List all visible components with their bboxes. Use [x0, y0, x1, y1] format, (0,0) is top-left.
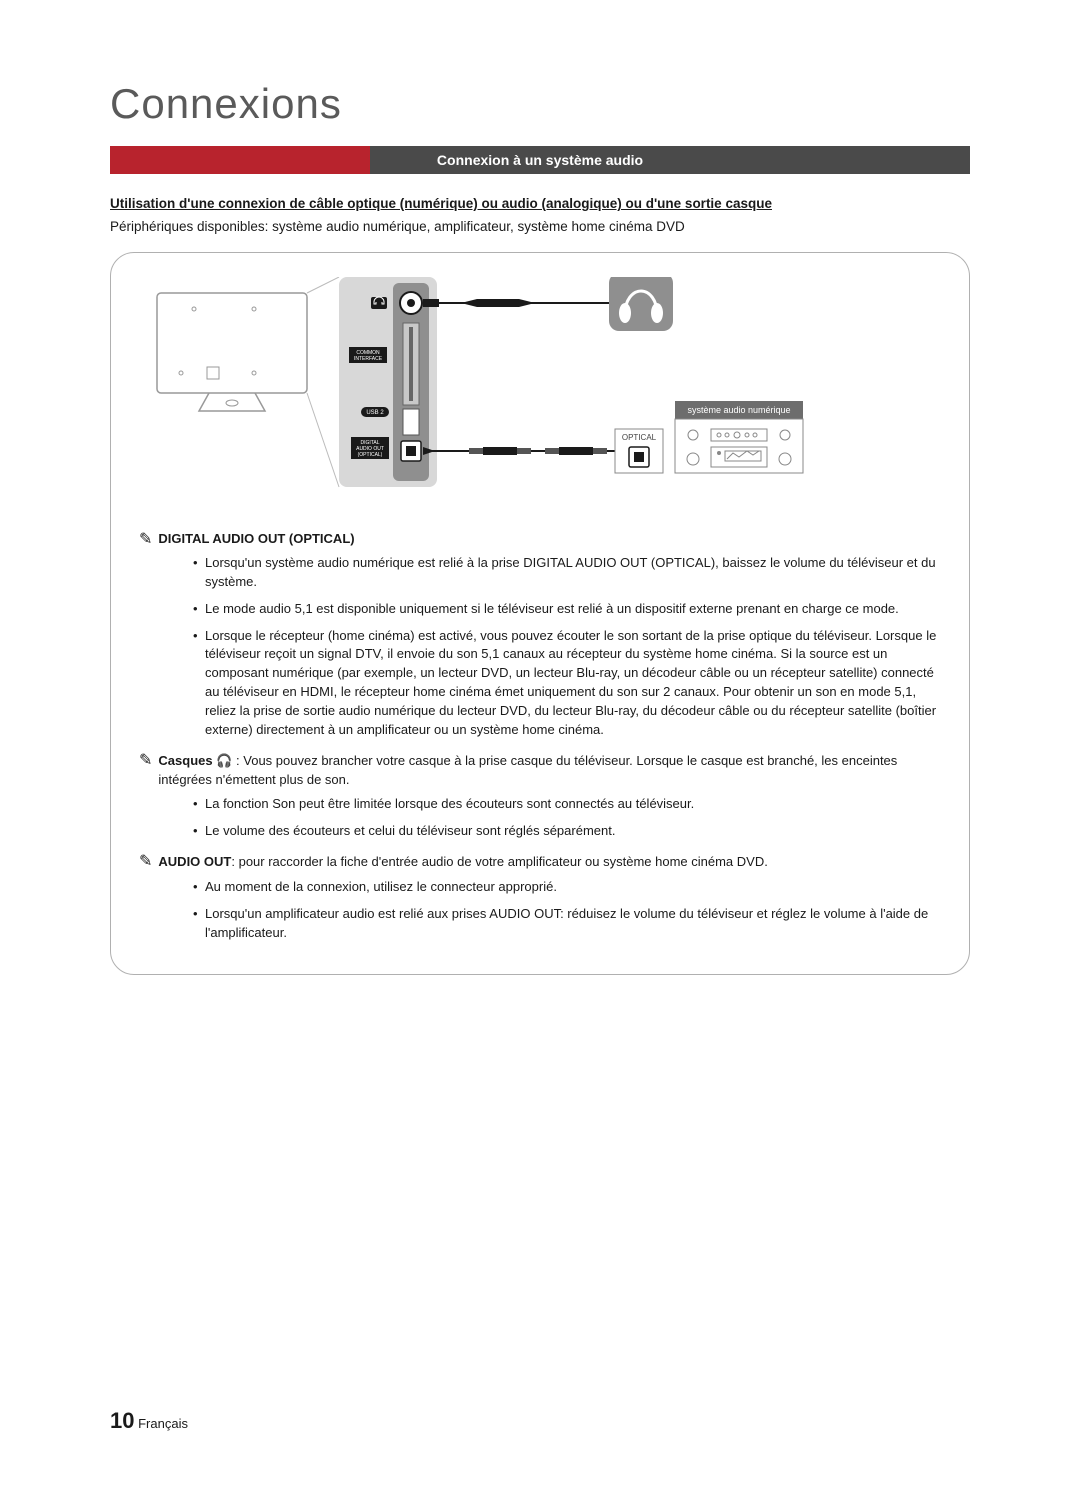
note-icon: ✎ [139, 532, 152, 548]
section-header-bar: Connexion à un système audio [110, 146, 970, 174]
bullet: Le mode audio 5,1 est disponible uniquem… [193, 600, 941, 619]
page-title: Connexions [110, 80, 970, 128]
amp-optical-port: OPTICAL [615, 429, 663, 473]
tv-icon [157, 293, 307, 411]
note-digital-title: DIGITAL AUDIO OUT (OPTICAL) [158, 531, 354, 546]
casques-label: Casques [158, 753, 212, 768]
headphones-icon [609, 277, 673, 331]
note-audio-out: ✎ AUDIO OUT: pour raccorder la fiche d'e… [139, 853, 941, 942]
note-digital-audio-out: ✎ DIGITAL AUDIO OUT (OPTICAL) Lorsqu'un … [139, 531, 941, 740]
bullet: Le volume des écouteurs et celui du télé… [193, 822, 941, 841]
headphone-icon: 🎧 [216, 753, 232, 768]
page-footer: 10 Français [110, 1408, 188, 1434]
casques-body: : Vous pouvez brancher votre casque à la… [158, 753, 897, 787]
digital-audio-system: système audio numérique [675, 401, 803, 473]
optical-port-label: OPTICAL [622, 433, 657, 442]
bullet: Lorsqu'un amplificateur audio est relié … [193, 905, 941, 943]
optical-cable [423, 447, 617, 455]
note-icon: ✎ [139, 753, 152, 769]
bullet: Lorsque le récepteur (home cinéma) est a… [193, 627, 941, 740]
svg-text:INTERFACE: INTERFACE [354, 356, 383, 362]
audio-out-body: : pour raccorder la fiche d'entrée audio… [231, 854, 767, 869]
page-language: Français [138, 1416, 188, 1431]
note-casques: ✎ Casques 🎧 : Vous pouvez brancher votre… [139, 752, 941, 842]
section-header-text: Connexion à un système audio [110, 146, 970, 174]
page-number: 10 [110, 1408, 134, 1433]
audio-out-label: AUDIO OUT [158, 854, 231, 869]
tv-port-panel: COMMON INTERFACE USB 2 DIGITAL AUDIO OUT… [339, 277, 437, 487]
svg-text:(OPTICAL): (OPTICAL) [358, 452, 383, 458]
usb-label: USB 2 [366, 410, 384, 416]
amp-label: système audio numérique [687, 405, 790, 415]
bullet: La fonction Son peut être limitée lorsqu… [193, 795, 941, 814]
content-box: COMMON INTERFACE USB 2 DIGITAL AUDIO OUT… [110, 252, 970, 975]
bullet: Lorsqu'un système audio numérique est re… [193, 554, 941, 592]
connection-diagram: COMMON INTERFACE USB 2 DIGITAL AUDIO OUT… [139, 277, 941, 507]
note-icon: ✎ [139, 854, 152, 870]
peripherals-line: Périphériques disponibles: système audio… [110, 219, 970, 234]
bullet: Au moment de la connexion, utilisez le c… [193, 878, 941, 897]
subsection-title: Utilisation d'une connexion de câble opt… [110, 196, 970, 211]
headphone-cable [423, 299, 609, 307]
